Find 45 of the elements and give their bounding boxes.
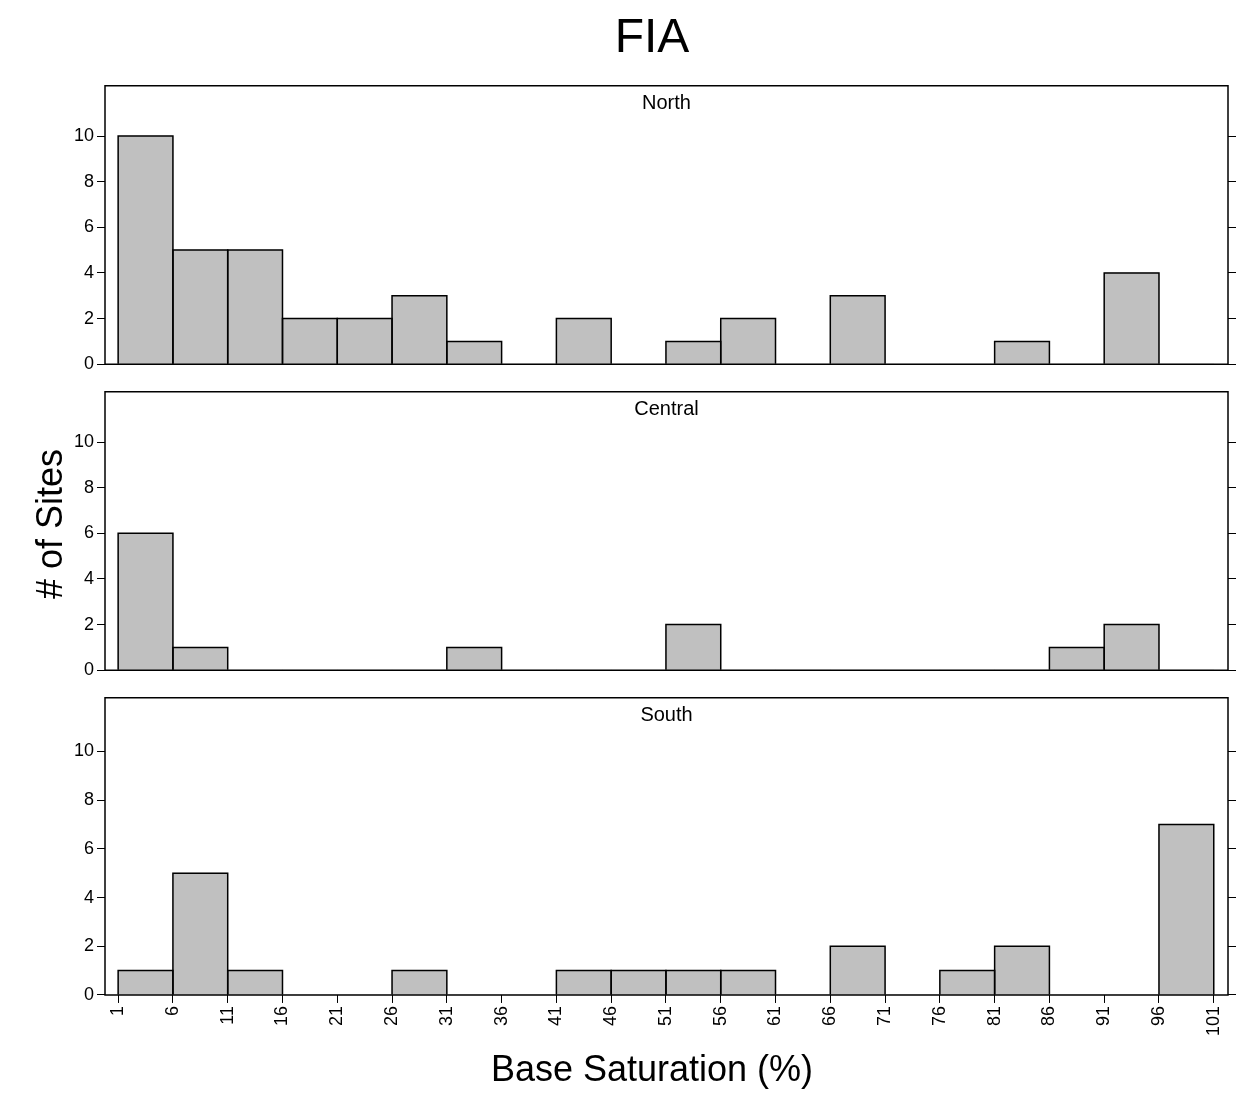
y-tick-label: 2 — [83, 613, 94, 634]
y-tick-label: 2 — [83, 307, 94, 328]
y-tick-label: 10 — [73, 430, 94, 451]
x-tick-label: 11 — [216, 1005, 237, 1025]
y-tick-label: 4 — [83, 886, 94, 907]
chart-title: FIA — [613, 8, 691, 64]
y-tick-label: 0 — [83, 353, 94, 374]
x-tick-label: 26 — [381, 1005, 402, 1026]
chart-subtitle: Central — [634, 397, 699, 420]
y-tick-label: 10 — [73, 740, 94, 761]
y-tick-label: 6 — [83, 216, 94, 237]
x-tick-label: 51 — [654, 1005, 675, 1026]
y-axis-title: # of Sites — [29, 448, 71, 599]
y-tick-label: 6 — [83, 522, 94, 543]
x-tick-label: 86 — [1038, 1005, 1059, 1026]
x-tick-label: 6 — [161, 1005, 182, 1016]
y-tick-label: 10 — [73, 124, 94, 145]
x-tick-label: 91 — [1093, 1005, 1114, 1026]
x-tick-label: 81 — [983, 1005, 1004, 1026]
y-tick-label: 4 — [83, 261, 94, 282]
x-tick-label: 76 — [928, 1005, 949, 1026]
y-tick-label: 0 — [83, 659, 94, 680]
y-tick-label: 0 — [83, 983, 94, 1004]
x-tick-label: 1 — [107, 1005, 128, 1016]
x-tick-label: 56 — [709, 1005, 730, 1026]
x-tick-label: 101 — [1202, 1005, 1223, 1037]
y-tick-label: 6 — [83, 837, 94, 858]
x-tick-label: 41 — [545, 1005, 566, 1026]
x-tick-label: 66 — [819, 1005, 840, 1026]
y-tick-label: 4 — [83, 567, 94, 588]
y-tick-label: 2 — [83, 935, 94, 956]
x-tick-label: 96 — [1147, 1005, 1168, 1026]
chart-subtitle: North — [642, 91, 691, 114]
x-tick-label: 36 — [490, 1005, 511, 1026]
x-tick-label: 61 — [764, 1005, 785, 1026]
x-tick-label: 71 — [874, 1005, 895, 1026]
x-tick-label: 46 — [600, 1005, 621, 1026]
y-tick-label: 8 — [83, 476, 94, 497]
chart-subtitle: South — [640, 703, 693, 726]
y-tick-label: 8 — [83, 789, 94, 810]
x-tick-label: 16 — [271, 1005, 292, 1026]
y-tick-label: 8 — [83, 170, 94, 191]
x-tick-label: 21 — [326, 1005, 347, 1026]
x-tick-label: 31 — [435, 1005, 456, 1026]
x-axis-title: Base Saturation (%) — [489, 1047, 815, 1091]
